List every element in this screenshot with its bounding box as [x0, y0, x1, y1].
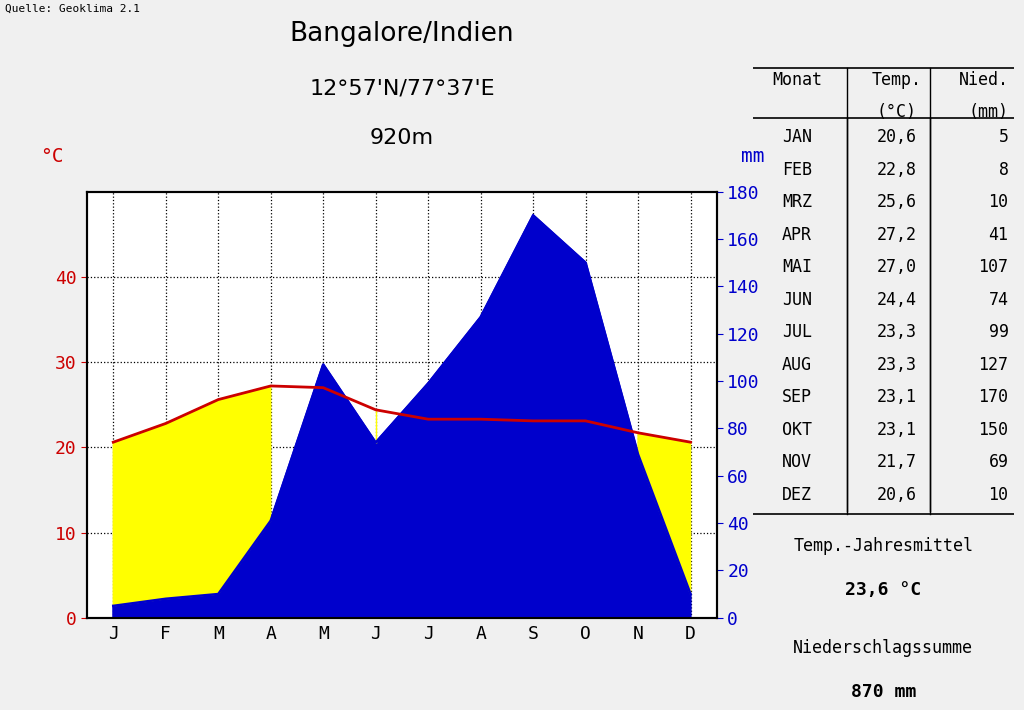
- Text: 99: 99: [988, 323, 1009, 341]
- Text: 920m: 920m: [370, 128, 434, 148]
- Text: 5: 5: [998, 128, 1009, 146]
- Text: APR: APR: [782, 226, 812, 244]
- Text: Temp.: Temp.: [871, 72, 922, 89]
- Text: 870 mm: 870 mm: [851, 683, 915, 701]
- Text: Monat: Monat: [772, 72, 822, 89]
- Text: mm: mm: [740, 147, 764, 166]
- Text: °C: °C: [40, 147, 63, 166]
- Text: 170: 170: [979, 388, 1009, 406]
- Text: 20,6: 20,6: [877, 486, 916, 503]
- Text: 27,2: 27,2: [877, 226, 916, 244]
- Text: 23,3: 23,3: [877, 356, 916, 373]
- Text: (mm): (mm): [969, 104, 1009, 121]
- Text: Nied.: Nied.: [958, 72, 1009, 89]
- Text: MRZ: MRZ: [782, 193, 812, 211]
- Text: (°C): (°C): [877, 104, 916, 121]
- Text: 24,4: 24,4: [877, 290, 916, 309]
- Text: SEP: SEP: [782, 388, 812, 406]
- Text: 8: 8: [998, 160, 1009, 179]
- Text: Niederschlagssumme: Niederschlagssumme: [794, 639, 973, 657]
- Text: 23,3: 23,3: [877, 323, 916, 341]
- Text: NOV: NOV: [782, 453, 812, 471]
- Text: JUN: JUN: [782, 290, 812, 309]
- Text: 23,6 °C: 23,6 °C: [845, 581, 922, 599]
- Text: 21,7: 21,7: [877, 453, 916, 471]
- Text: AUG: AUG: [782, 356, 812, 373]
- Text: MAI: MAI: [782, 258, 812, 276]
- Text: 74: 74: [988, 290, 1009, 309]
- Text: 127: 127: [979, 356, 1009, 373]
- Text: 10: 10: [988, 193, 1009, 211]
- Text: 27,0: 27,0: [877, 258, 916, 276]
- Text: 150: 150: [979, 420, 1009, 439]
- Text: 41: 41: [988, 226, 1009, 244]
- Text: Bangalore/Indien: Bangalore/Indien: [290, 21, 514, 48]
- Text: 22,8: 22,8: [877, 160, 916, 179]
- Polygon shape: [114, 215, 690, 618]
- Text: 107: 107: [979, 258, 1009, 276]
- Text: 12°57'N/77°37'E: 12°57'N/77°37'E: [309, 78, 495, 98]
- Text: OKT: OKT: [782, 420, 812, 439]
- Text: Temp.-Jahresmittel: Temp.-Jahresmittel: [794, 537, 973, 555]
- Text: Quelle: Geoklima 2.1: Quelle: Geoklima 2.1: [5, 4, 140, 13]
- Text: 25,6: 25,6: [877, 193, 916, 211]
- Text: 69: 69: [988, 453, 1009, 471]
- Text: 23,1: 23,1: [877, 388, 916, 406]
- Text: 23,1: 23,1: [877, 420, 916, 439]
- Text: FEB: FEB: [782, 160, 812, 179]
- Text: 20,6: 20,6: [877, 128, 916, 146]
- Text: JAN: JAN: [782, 128, 812, 146]
- Text: JUL: JUL: [782, 323, 812, 341]
- Text: DEZ: DEZ: [782, 486, 812, 503]
- Text: 10: 10: [988, 486, 1009, 503]
